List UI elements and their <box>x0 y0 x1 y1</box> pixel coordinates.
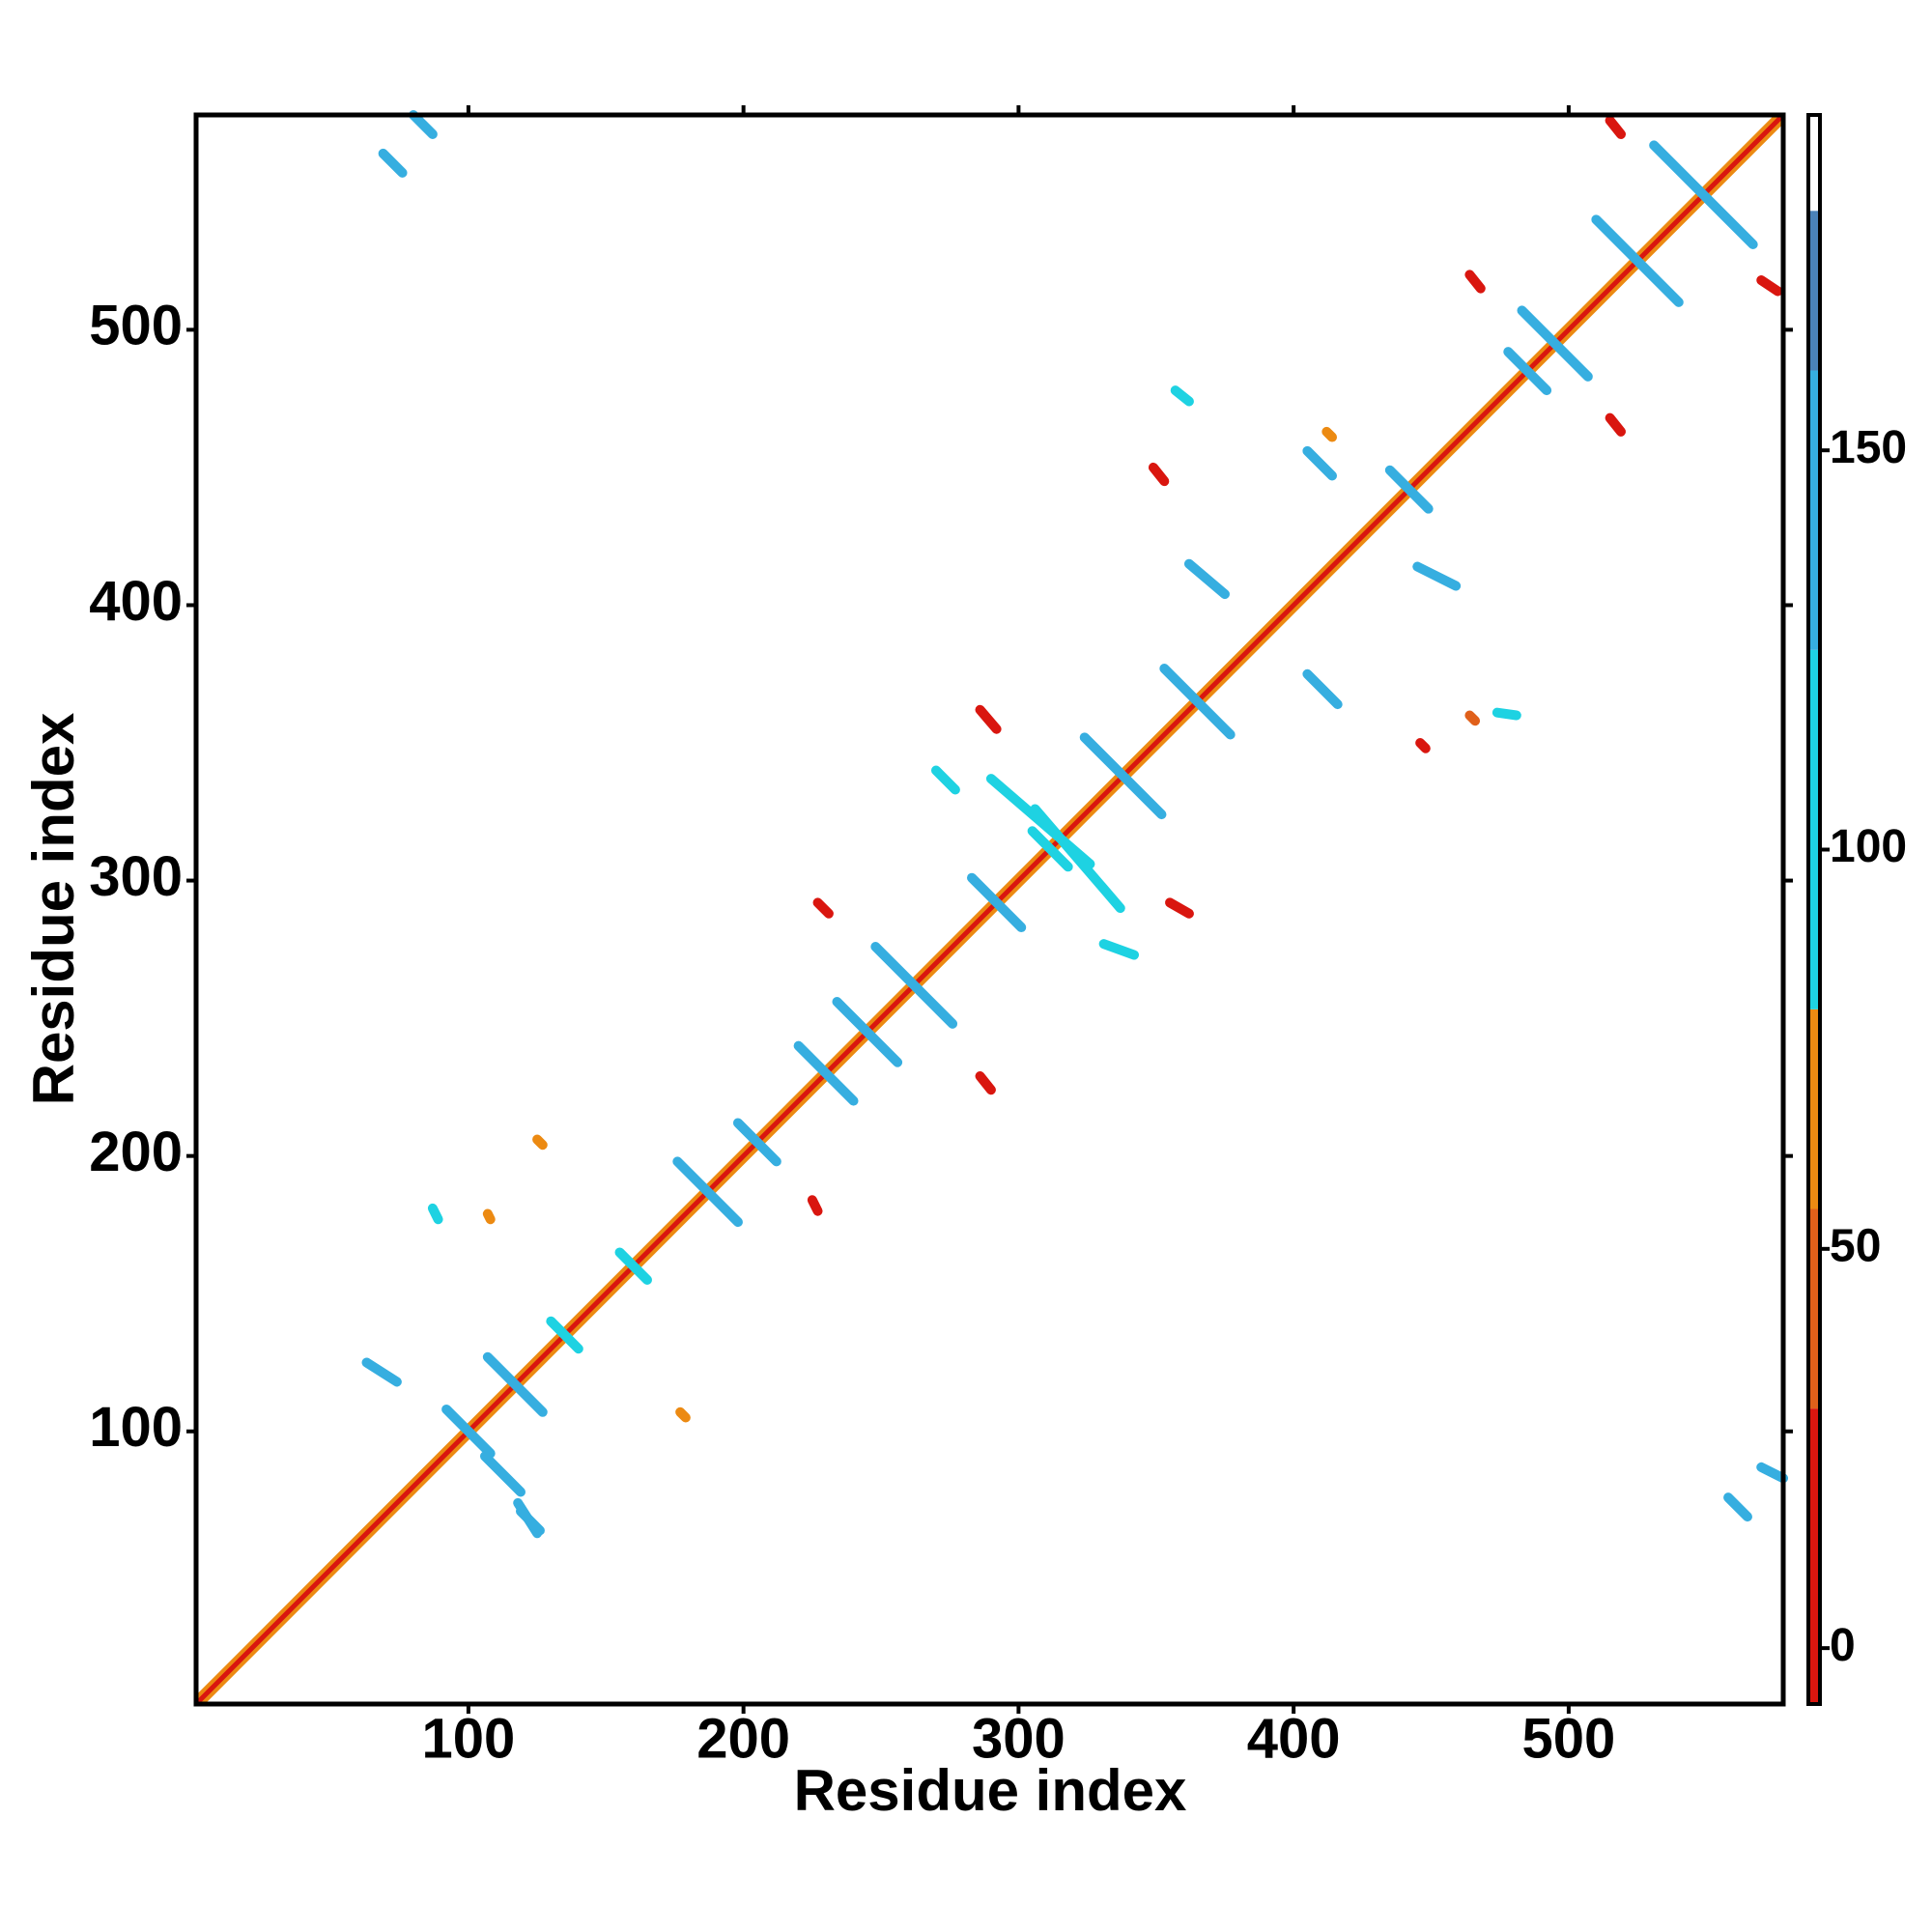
x-tick-label: 500 <box>1522 1707 1616 1770</box>
contact-streak <box>1464 710 1481 726</box>
contact-streak <box>1412 561 1462 591</box>
y-tick-label: 300 <box>89 845 183 908</box>
colorbar-tick-label: 0 <box>1830 1620 1856 1671</box>
contact-streak <box>479 1451 526 1497</box>
contact-streak <box>1492 707 1521 721</box>
contact-streak <box>832 997 903 1067</box>
contact-streak <box>1756 275 1783 297</box>
colorbar-tick-label: 100 <box>1830 821 1907 872</box>
contact-streak <box>482 1208 496 1225</box>
colorbar-band <box>1808 1009 1820 1209</box>
contact-streak <box>975 704 1002 734</box>
contact-streak <box>1321 426 1338 442</box>
contact-streak <box>812 897 834 919</box>
x-tick-label: 300 <box>972 1707 1065 1770</box>
contact-streak <box>1165 897 1194 919</box>
contact-streak <box>1183 558 1230 600</box>
contact-streak <box>675 1406 691 1423</box>
y-tick-label: 500 <box>89 295 183 357</box>
contact-streak <box>408 110 438 139</box>
contact-streak <box>614 1247 652 1285</box>
contact-streak <box>1723 1492 1752 1522</box>
contact-streak <box>1302 668 1343 710</box>
diagonal-band <box>194 113 1780 1701</box>
x-tick-label: 200 <box>696 1707 790 1770</box>
contact-streak <box>441 1404 496 1459</box>
contact-streak <box>1159 664 1236 740</box>
contact-streak <box>1517 305 1593 382</box>
y-tick-label: 100 <box>89 1396 183 1459</box>
contact-streak <box>361 1357 402 1387</box>
diagonal-band <box>194 113 1785 1706</box>
contact-streak <box>732 1118 781 1167</box>
contact-streak <box>1302 445 1338 481</box>
contact-streak <box>1384 465 1434 514</box>
contact-streak <box>532 1134 548 1151</box>
contact-streak <box>516 1506 545 1536</box>
contact-streak <box>672 1156 743 1228</box>
x-axis-label: Residue index <box>794 1758 1187 1823</box>
x-tick-label: 100 <box>422 1707 516 1770</box>
colorbar-band <box>1808 1408 1820 1704</box>
y-tick-label: 400 <box>89 570 183 633</box>
contact-streak <box>482 1351 548 1417</box>
colorbar-tick-label: 150 <box>1830 422 1907 473</box>
colorbar-frame <box>1806 113 1822 1706</box>
contact-streak <box>1605 115 1626 139</box>
colorbar-band <box>1808 1208 1820 1409</box>
colorbar-tick-label: 50 <box>1830 1220 1881 1271</box>
contact-streak <box>1170 385 1194 407</box>
y-tick-label: 200 <box>89 1121 183 1183</box>
contact-streak <box>1503 347 1552 396</box>
contact-streak <box>1649 140 1758 249</box>
colorbar-band <box>1808 649 1820 1009</box>
diagonal-band <box>199 118 1785 1706</box>
contact-streak <box>975 1070 996 1095</box>
plot-frame <box>193 112 1786 1707</box>
contact-streak <box>1415 738 1431 753</box>
contact-streak <box>1464 270 1486 294</box>
contact-streak <box>546 1316 583 1354</box>
contact-streak <box>1591 214 1684 307</box>
contact-streak <box>930 765 960 795</box>
colorbar-band <box>1808 370 1820 650</box>
contact-streak <box>870 941 958 1029</box>
contact-streak <box>1605 412 1626 437</box>
x-tick-label: 400 <box>1247 1707 1341 1770</box>
contact-streak <box>1030 804 1125 914</box>
contact-streak <box>1098 939 1139 960</box>
colorbar-band <box>1808 115 1820 212</box>
contact-streak <box>378 148 408 178</box>
contact-streak <box>966 872 1027 933</box>
contact-streak <box>427 1203 443 1225</box>
contact-streak <box>1027 826 1073 872</box>
contact-streak <box>793 1040 859 1106</box>
y-axis-label: Residue index <box>21 713 86 1106</box>
contact-streak <box>1148 462 1170 487</box>
contact-streak <box>807 1195 823 1216</box>
contact-streak <box>1756 1462 1788 1484</box>
colorbar-band <box>1808 211 1820 371</box>
contact-streak <box>1079 732 1167 820</box>
